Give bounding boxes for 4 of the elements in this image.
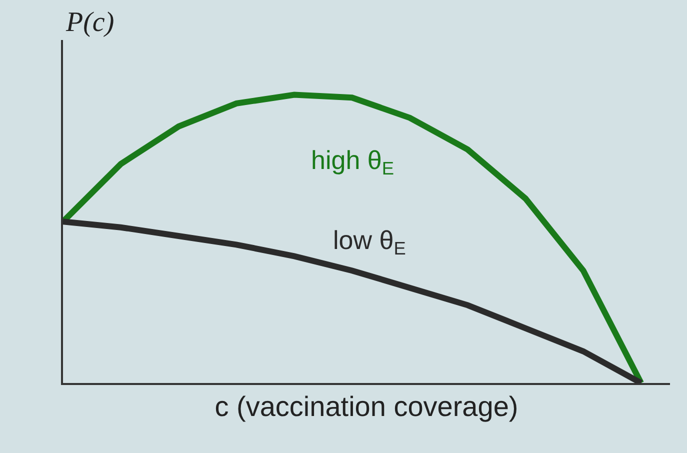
- x-axis-title: c (vaccination coverage): [214, 390, 518, 422]
- series-label: high θ$_{E}$: [311, 145, 394, 178]
- y-axis-title: P(c): [65, 7, 114, 38]
- series-label: low θ$_{E}$: [333, 225, 406, 258]
